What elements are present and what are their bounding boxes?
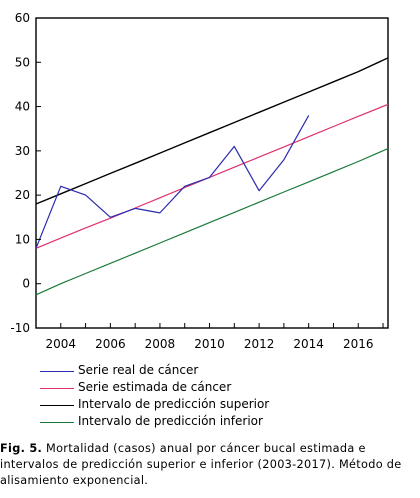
x-tick-label: 2008 bbox=[145, 337, 176, 351]
legend-label-serie-real: Serie real de cáncer bbox=[78, 363, 199, 377]
y-axis: 60 50 40 30 20 10 0 -10 bbox=[10, 11, 41, 335]
x-tick-label: 2014 bbox=[293, 337, 324, 351]
y-tick-label: 20 bbox=[15, 188, 30, 202]
y-tick-label: 40 bbox=[15, 100, 30, 114]
caption-text: Mortalidad (casos) anual por cáncer buca… bbox=[0, 442, 402, 487]
caption-label: Fig. 5. bbox=[0, 442, 43, 455]
legend-label-intervalo-inferior: Intervalo de predicción inferior bbox=[78, 414, 263, 428]
y-tick-label: 30 bbox=[15, 144, 30, 158]
series-line-intervalo-inferior bbox=[35, 148, 389, 296]
legend-swatch-intervalo-superior bbox=[40, 405, 74, 406]
x-tick-label: 2016 bbox=[343, 337, 374, 351]
x-tick-label: 2012 bbox=[244, 337, 275, 351]
x-axis: 2004 2006 2008 2010 2012 2014 2016 bbox=[35, 323, 384, 351]
legend-swatch-serie-real bbox=[40, 371, 74, 372]
legend-label-intervalo-superior: Intervalo de predicción superior bbox=[78, 397, 270, 411]
figure-caption: Fig. 5. Mortalidad (casos) anual por cán… bbox=[0, 441, 418, 489]
series-layer bbox=[35, 57, 389, 296]
y-tick-label: 60 bbox=[15, 11, 30, 25]
y-tick-label: 50 bbox=[15, 55, 30, 69]
y-tick-label: -10 bbox=[10, 321, 30, 335]
y-tick-label: 10 bbox=[15, 232, 30, 246]
legend-swatch-intervalo-inferior bbox=[40, 422, 74, 423]
x-tick-label: 2006 bbox=[95, 337, 126, 351]
x-tick-label: 2010 bbox=[194, 337, 225, 351]
plot-area bbox=[35, 17, 389, 329]
legend-label-serie-estimada: Serie estimada de cáncer bbox=[78, 380, 232, 394]
series-line-serie-real bbox=[35, 115, 310, 249]
y-tick-label: 0 bbox=[22, 277, 30, 291]
legend-swatch-serie-estimada bbox=[40, 388, 74, 389]
x-tick-label: 2004 bbox=[46, 337, 77, 351]
series-line-intervalo-superior bbox=[35, 57, 389, 205]
